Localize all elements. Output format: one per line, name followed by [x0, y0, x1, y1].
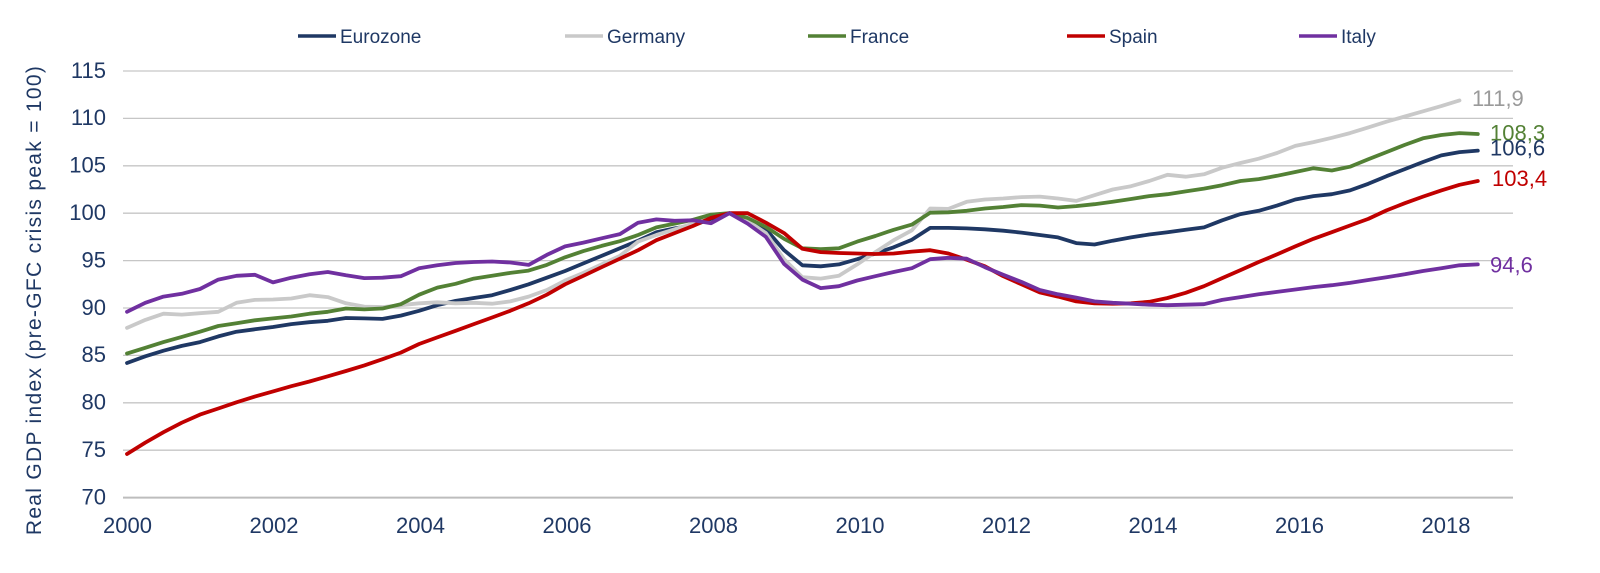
svg-text:108,3: 108,3 — [1490, 121, 1545, 146]
svg-text:Eurozone: Eurozone — [340, 27, 421, 48]
svg-text:2010: 2010 — [836, 513, 885, 538]
svg-text:106,6: 106,6 — [1490, 136, 1545, 161]
svg-text:France: France — [850, 27, 909, 48]
svg-text:75: 75 — [82, 437, 106, 462]
svg-text:115: 115 — [71, 58, 106, 83]
svg-text:2014: 2014 — [1129, 513, 1178, 538]
svg-text:2008: 2008 — [689, 513, 738, 538]
svg-text:90: 90 — [82, 295, 106, 320]
svg-text:2018: 2018 — [1422, 513, 1471, 538]
svg-text:2012: 2012 — [982, 513, 1031, 538]
svg-text:100: 100 — [69, 200, 106, 225]
svg-text:111,9: 111,9 — [1472, 86, 1524, 111]
svg-text:2000: 2000 — [103, 513, 152, 538]
svg-text:85: 85 — [82, 342, 106, 367]
svg-text:2002: 2002 — [250, 513, 299, 538]
svg-text:103,4: 103,4 — [1492, 166, 1547, 191]
svg-text:Italy: Italy — [1341, 27, 1376, 48]
svg-text:Real GDP index (pre-GFC crisis: Real GDP index (pre-GFC crisis peak = 10… — [23, 65, 46, 535]
svg-text:95: 95 — [82, 247, 106, 272]
svg-text:2006: 2006 — [543, 513, 592, 538]
svg-text:Germany: Germany — [607, 27, 686, 48]
svg-text:105: 105 — [69, 153, 106, 178]
svg-text:110: 110 — [71, 105, 106, 130]
svg-text:Spain: Spain — [1109, 27, 1158, 48]
svg-text:70: 70 — [82, 484, 106, 509]
svg-text:94,6: 94,6 — [1490, 252, 1533, 277]
svg-text:80: 80 — [82, 390, 106, 415]
svg-text:2004: 2004 — [396, 513, 445, 538]
svg-text:2016: 2016 — [1275, 513, 1324, 538]
